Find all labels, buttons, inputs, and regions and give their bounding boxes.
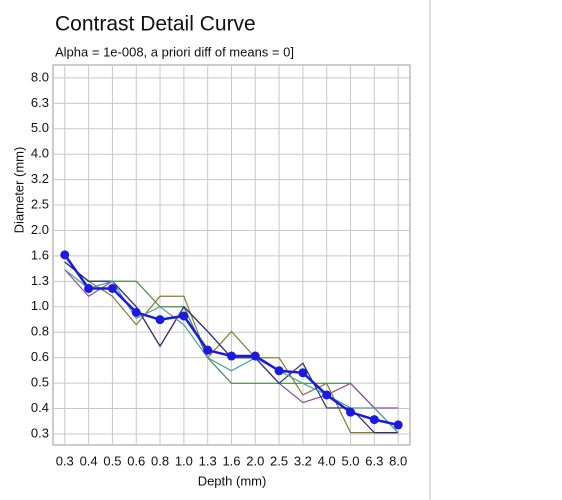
y-tick-label: 6.3 — [31, 95, 49, 110]
x-tick-label: 0.8 — [151, 453, 169, 468]
x-tick-label: 1.3 — [199, 453, 217, 468]
x-tick-label: 0.3 — [56, 453, 74, 468]
y-tick-label: 5.0 — [31, 120, 49, 135]
data-point — [84, 283, 94, 293]
series-line — [64, 261, 399, 434]
data-point — [250, 351, 260, 361]
series-line — [64, 269, 399, 434]
data-point — [60, 250, 70, 260]
y-tick-label: 1.3 — [31, 273, 49, 288]
y-tick-label: 4.0 — [31, 146, 49, 161]
data-point — [298, 368, 308, 378]
x-tick-label: 3.2 — [294, 453, 312, 468]
data-point — [203, 345, 213, 355]
x-tick-label: 8.0 — [389, 453, 407, 468]
x-tick-label: 2.5 — [270, 453, 288, 468]
x-axis-label: Depth (mm) — [198, 473, 267, 488]
y-tick-label: 3.2 — [31, 171, 49, 186]
y-tick-label: 0.4 — [31, 400, 49, 415]
x-tick-label: 1.6 — [222, 453, 240, 468]
y-tick-label: 0.5 — [31, 375, 49, 390]
y-tick-label: 2.5 — [31, 196, 49, 211]
x-tick-label: 0.4 — [80, 453, 98, 468]
data-point — [179, 311, 189, 321]
chart-title: Contrast Detail Curve — [55, 13, 256, 36]
x-tick-label: 1.0 — [175, 453, 193, 468]
x-tick-label: 0.5 — [103, 453, 121, 468]
x-tick-label: 2.0 — [246, 453, 264, 468]
data-point — [346, 407, 356, 417]
data-point — [393, 420, 403, 430]
data-point — [131, 307, 141, 317]
y-tick-label: 0.3 — [31, 425, 49, 440]
data-point — [274, 366, 284, 376]
data-point — [322, 390, 332, 400]
y-tick-label: 0.8 — [31, 324, 49, 339]
series-line — [64, 261, 399, 434]
data-point — [369, 415, 379, 425]
y-tick-label: 8.0 — [31, 69, 49, 84]
chart-subtitle: Alpha = 1e-008, a priori diff of means =… — [55, 44, 294, 59]
x-tick-label: 0.6 — [127, 453, 145, 468]
y-tick-label: 2.0 — [31, 222, 49, 237]
data-point — [226, 351, 236, 361]
x-tick-label: 5.0 — [341, 453, 359, 468]
x-tick-label: 6.3 — [365, 453, 383, 468]
data-point — [107, 283, 117, 293]
y-tick-label: 1.6 — [31, 247, 49, 262]
x-tick-label: 4.0 — [318, 453, 336, 468]
y-tick-label: 1.0 — [31, 298, 49, 313]
y-axis-label: Diameter (mm) — [11, 147, 26, 234]
data-point — [155, 315, 165, 325]
y-tick-label: 0.6 — [31, 349, 49, 364]
